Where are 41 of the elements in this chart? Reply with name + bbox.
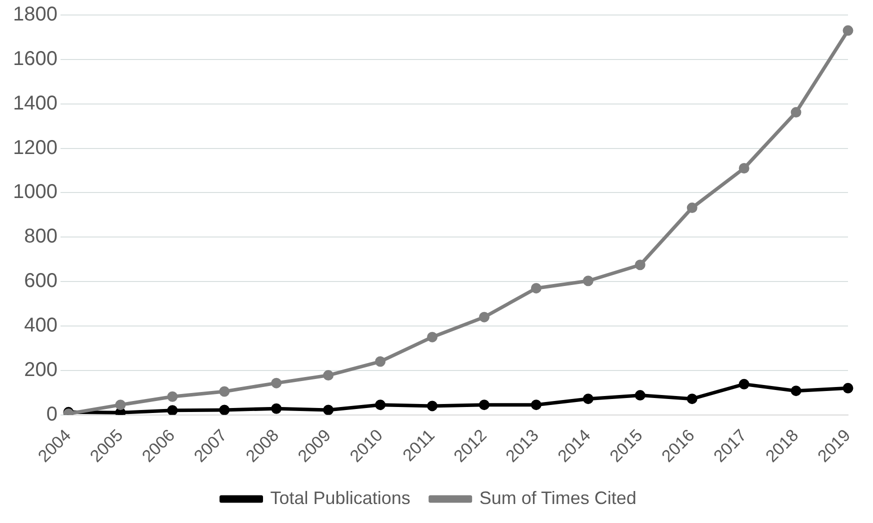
point	[790, 107, 802, 118]
point	[686, 394, 698, 404]
point	[790, 386, 802, 396]
y-tick-label: 1200	[12, 136, 58, 159]
point	[375, 356, 386, 367]
point	[323, 370, 334, 381]
y-tick-label: 1400	[12, 92, 58, 114]
point	[738, 163, 750, 174]
y-tick-label: 400	[24, 314, 58, 336]
point	[219, 386, 230, 397]
y-tick-label: 200	[24, 358, 58, 381]
legend-label: Sum of Times Cited	[479, 488, 636, 508]
y-tick-label: 600	[24, 270, 58, 292]
point	[323, 404, 334, 415]
point	[478, 312, 490, 322]
y-tick-label: 0	[46, 403, 58, 426]
y-tick-label: 1600	[12, 48, 58, 70]
point	[842, 25, 854, 36]
point	[167, 391, 178, 402]
point	[219, 404, 230, 415]
point	[582, 276, 594, 286]
point	[478, 400, 490, 410]
point	[634, 260, 646, 270]
point	[738, 378, 750, 390]
point	[427, 400, 438, 412]
point	[271, 403, 282, 414]
point	[686, 202, 698, 214]
point	[530, 282, 542, 294]
point	[271, 378, 282, 388]
point	[530, 400, 542, 410]
y-tick-label: 800	[24, 226, 58, 248]
y-tick-label: 1000	[12, 181, 58, 204]
point	[115, 400, 126, 410]
point	[634, 390, 646, 401]
point	[842, 382, 854, 394]
point	[582, 394, 594, 404]
y-tick-label: 1800	[12, 4, 58, 26]
point	[167, 405, 178, 415]
point	[375, 400, 386, 410]
legend-label: Total Publications	[270, 488, 410, 508]
point	[427, 332, 438, 342]
